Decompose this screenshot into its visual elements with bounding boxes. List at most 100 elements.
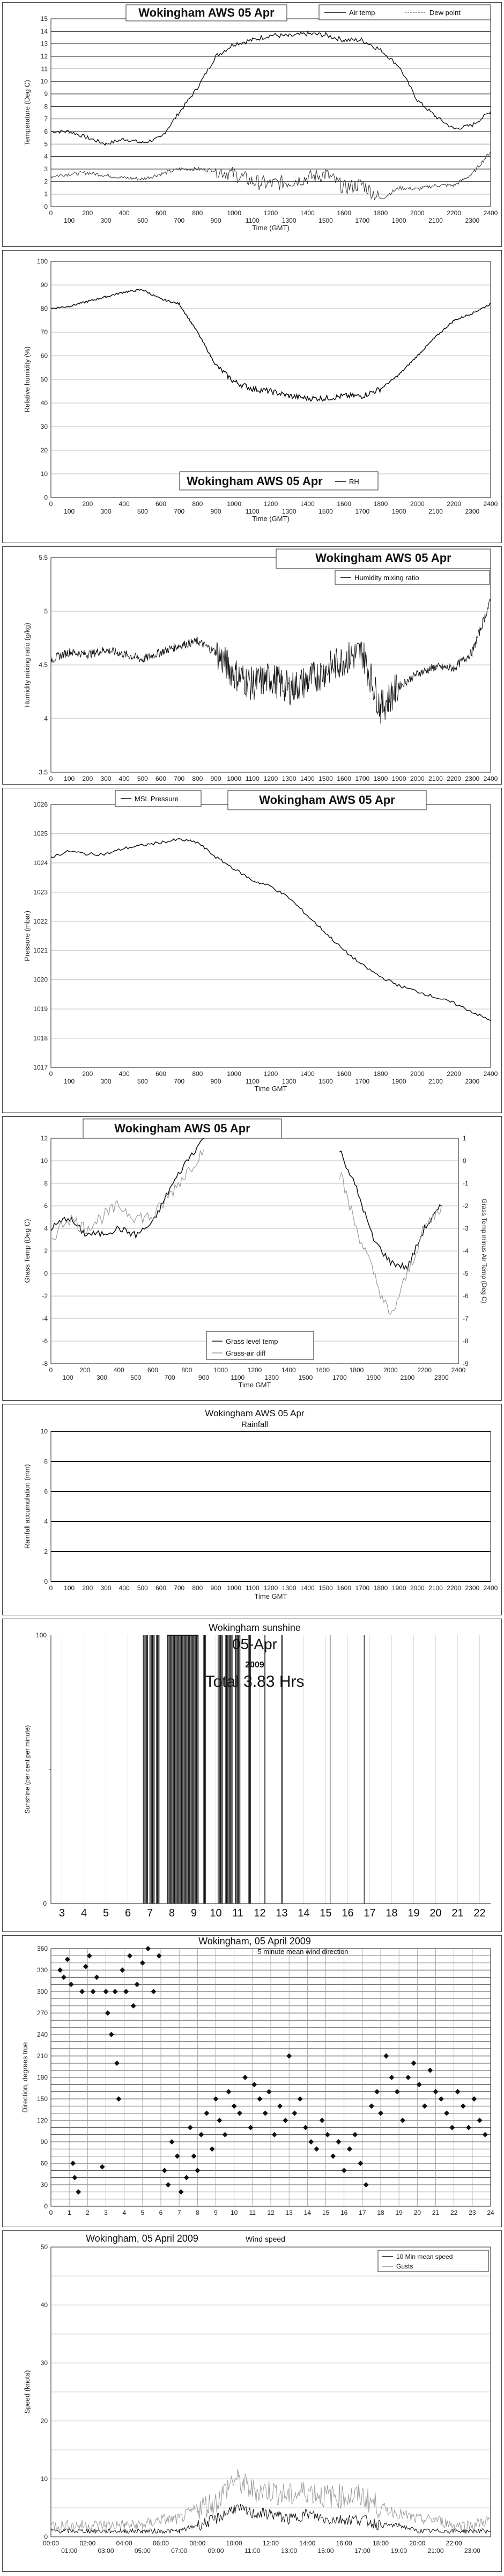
y-tick-label: 70 — [41, 328, 48, 336]
y-tick-label: 80 — [41, 305, 48, 312]
x-tick-label: 1800 — [374, 209, 388, 217]
legend-box — [335, 570, 490, 585]
x-tick-label: 2300 — [465, 1078, 479, 1085]
plot-area-border — [50, 804, 491, 1068]
x-tick-label: 1800 — [374, 500, 388, 508]
x-tick-label: 700 — [174, 508, 184, 515]
x-tick-label: 500 — [130, 1374, 141, 1381]
x-tick-label: 19:00 — [391, 2547, 407, 2555]
x-tick-label: 2300 — [465, 508, 479, 515]
plot-area-border — [50, 18, 491, 207]
x-tick-label: 1300 — [282, 1584, 297, 1592]
y2-tick-label: -4 — [463, 1247, 469, 1255]
x-tick-label: 1700 — [355, 508, 369, 515]
x-tick-label: 1300 — [282, 508, 297, 515]
chart-year: 2009 — [245, 1660, 264, 1670]
x-tick-label: 02:00 — [79, 2540, 95, 2547]
scatter-point — [187, 2125, 193, 2131]
y-tick-label: 10 — [41, 1157, 48, 1165]
x-tick-label: 1400 — [300, 1070, 315, 1078]
scatter-point — [266, 2089, 272, 2095]
y-tick-label: 30 — [41, 2181, 48, 2189]
x-tick-label: 14 — [298, 1907, 309, 1919]
y-tick-label: 100 — [37, 258, 48, 265]
x-tick-label: 15 — [322, 2209, 330, 2216]
y-tick-label: 9 — [44, 90, 48, 98]
x-tick-label: 1300 — [282, 217, 297, 224]
y-tick-label: 8 — [44, 103, 48, 110]
x-tick-label: 1500 — [318, 1584, 333, 1592]
x-tick-label: 0 — [49, 500, 53, 508]
scatter-point — [209, 2146, 215, 2152]
x-tick-label: 300 — [100, 1078, 111, 1085]
x-tick-label: 400 — [119, 1584, 130, 1592]
x-tick-label: 1200 — [264, 1584, 278, 1592]
x-tick-label: 21 — [432, 2209, 440, 2216]
scatter-point — [231, 2103, 237, 2109]
x-tick-label: 400 — [114, 1366, 124, 1374]
scatter-point — [191, 2153, 197, 2159]
x-tick-label: 16 — [340, 2209, 348, 2216]
x-tick-label: 7 — [147, 1907, 153, 1919]
x-tick-label: 1700 — [332, 1374, 347, 1381]
x-tick-label: 700 — [174, 1078, 184, 1085]
y-axis-label: Grass Temp (Deg C) — [23, 1219, 31, 1283]
scatter-point — [368, 2103, 374, 2109]
y-tick-label: 8 — [44, 1458, 48, 1465]
x-tick-label: 19 — [407, 1907, 419, 1919]
scatter-point — [57, 1967, 63, 1973]
y-tick-label: 4 — [44, 153, 48, 160]
scatter-point — [105, 2010, 110, 2016]
y-tick-label: 180 — [37, 2074, 48, 2081]
x-tick-label: 900 — [210, 1584, 221, 1592]
chart-subtitle: Rainfall — [241, 1420, 268, 1429]
scatter-point — [262, 2110, 268, 2116]
pressure-chart-panel: 1017 1018 1019 1020 1021 1022 1023 1024 1025 1026… — [2, 788, 502, 1113]
scatter-point — [378, 2110, 383, 2116]
scatter-point — [217, 2118, 223, 2123]
chart-subtitle: 5 minute mean wind direction — [257, 1948, 348, 1956]
x-tick-label: 200 — [82, 500, 93, 508]
chart-title: Wokingham AWS 05 Apr — [114, 1122, 250, 1135]
x-tick-label: 1600 — [337, 1070, 351, 1078]
x-tick-label: 09:00 — [207, 2547, 224, 2555]
y-tick-label: 2 — [44, 1548, 48, 1555]
x-tick-label: 1900 — [392, 217, 406, 224]
x-tick-label: 1000 — [227, 775, 241, 782]
x-tick-label: 1200 — [264, 500, 278, 508]
x-tick-label: 5 — [140, 2209, 144, 2216]
rainfall-chart-panel: 0 2 4 6 8 10 0 100 200 300 400 500 600 700 800 900 1000 1… — [2, 1404, 502, 1615]
x-tick-label: 2000 — [410, 209, 425, 217]
legend-label-dew-point: Dew point — [429, 9, 461, 17]
x-tick-label: 1800 — [350, 1366, 364, 1374]
legend-label-gusts: Gusts — [396, 2263, 413, 2270]
y-tick-label: 0 — [44, 2533, 48, 2541]
x-tick-label: 18 — [386, 1907, 397, 1919]
mixing-ratio-chart-panel: 3.5 4 4.5 5 5.5 0 100 200 300 400 500 600 700 800 900 1… — [2, 546, 502, 785]
x-tick-label: 400 — [119, 1070, 130, 1078]
scatter-point — [145, 1946, 151, 1951]
y-tick-label: 1019 — [33, 1005, 48, 1013]
y-axis-label: Sunshine (per cent per minute) — [24, 1725, 31, 1814]
x-tick-label: 17 — [359, 2209, 366, 2216]
y-tick-label: 5.5 — [39, 554, 48, 561]
y-tick-label: 300 — [37, 1988, 48, 1995]
series-line-grass-temp — [339, 1150, 442, 1271]
x-tick-label: 600 — [155, 1584, 166, 1592]
x-tick-label: 1400 — [300, 209, 315, 217]
scatter-point — [161, 2168, 167, 2174]
pressure-chart: 1017 1018 1019 1020 1021 1022 1023 1024 1025 1026… — [23, 790, 498, 1093]
x-tick-label: 1300 — [264, 1374, 279, 1381]
y-tick-label: 90 — [41, 281, 48, 289]
x-tick-label: 1100 — [246, 508, 260, 515]
plot-area-border — [50, 2246, 491, 2537]
x-tick-label: 1600 — [337, 500, 351, 508]
x-tick-label: 600 — [147, 1366, 158, 1374]
series-line-grass-temp — [50, 1138, 204, 1239]
y-axis-label: Humidity mixing ratio (g/kg) — [23, 623, 31, 707]
scatter-point — [213, 2096, 219, 2102]
x-tick-label: 13 — [285, 2209, 293, 2216]
scatter-point — [68, 1981, 74, 1987]
x-tick-label: 1600 — [337, 775, 351, 782]
